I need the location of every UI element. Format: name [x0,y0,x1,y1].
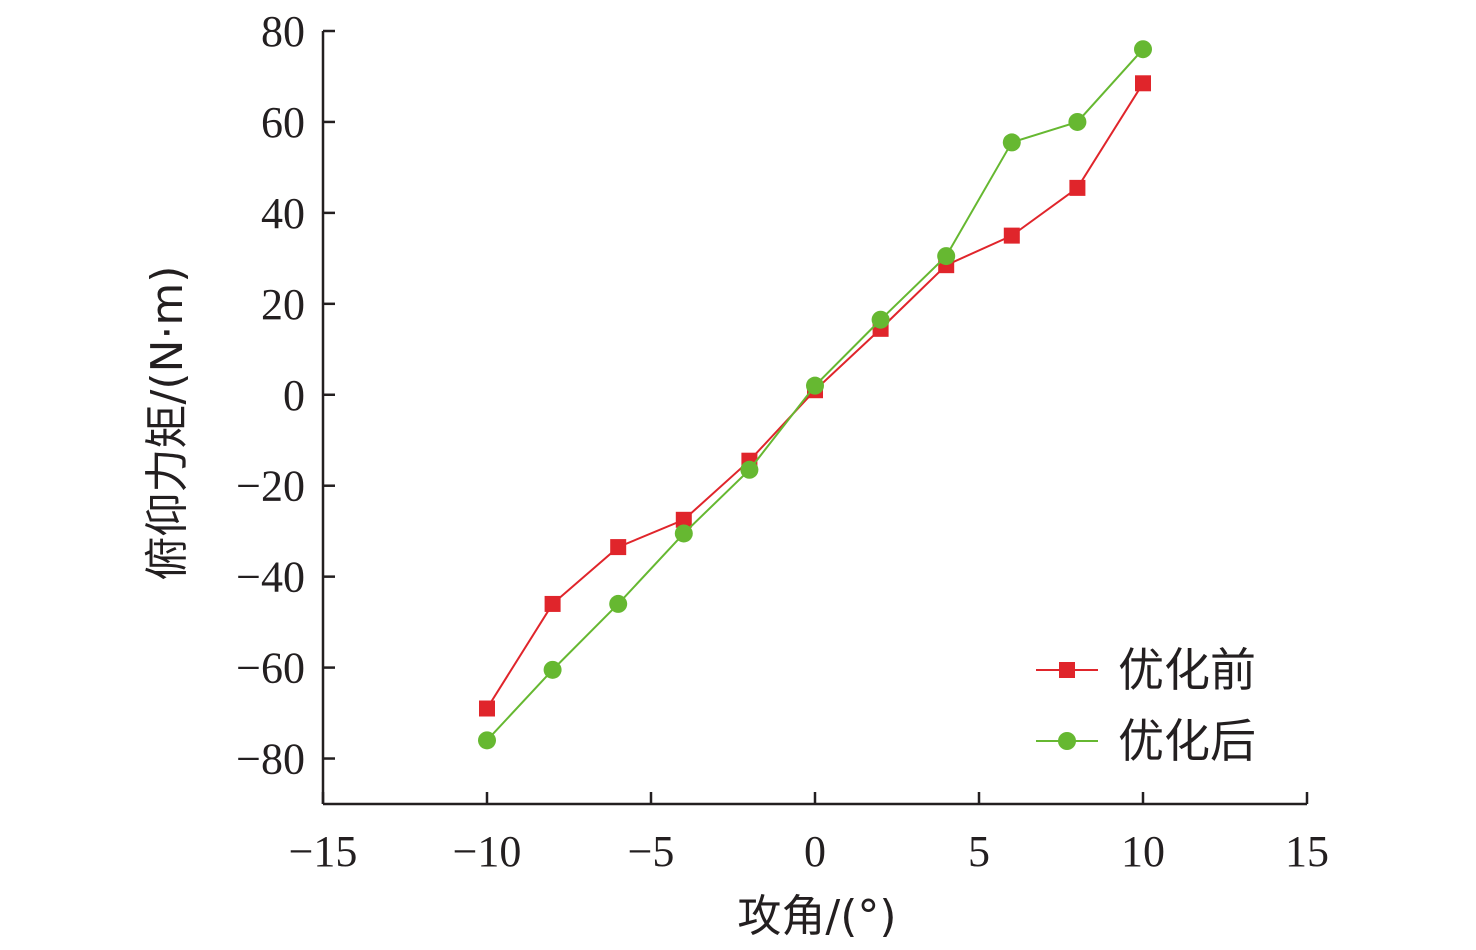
data-point [675,511,692,528]
legend-item-after: 优化后 [1036,714,1256,768]
legend: 优化前 优化后 [1036,643,1256,768]
data-point [1069,179,1086,196]
y-tick-label: −20 [236,462,305,511]
series-before [479,75,1151,717]
data-point [1135,75,1151,92]
x-tick-label: −15 [289,827,358,876]
data-point [478,731,496,750]
x-tick-label: −5 [628,827,675,876]
y-tick-label: 60 [261,98,305,147]
y-tick-label: −60 [236,644,305,693]
series-after [478,40,1152,750]
data-point [871,310,890,329]
data-point [1002,133,1021,152]
data-point [806,376,824,395]
legend-marker-before [1059,662,1075,678]
x-tick-label: 5 [968,827,990,876]
y-tick-label: 0 [283,371,305,420]
x-axis-ticks: −15 −10 −5 0 5 10 15 [289,792,1329,876]
data-point [674,524,693,543]
series-layer [478,40,1152,750]
data-point [543,660,562,679]
data-point [544,595,561,612]
y-tick-label: 20 [261,280,305,329]
data-point [610,539,627,556]
data-point [1134,40,1152,59]
x-tick-label: 15 [1285,827,1329,876]
legend-label-after: 优化后 [1118,714,1256,768]
data-point [1068,112,1087,131]
data-point [609,594,628,613]
legend-marker-after [1058,732,1076,750]
y-tick-label: 80 [261,7,305,56]
data-point [740,460,759,479]
x-axis-title: 攻角/(°) [737,891,896,942]
data-point [479,700,495,717]
data-point [1003,227,1020,244]
y-axis-title: 俯仰力矩/(N·m) [142,266,193,581]
x-tick-label: −10 [453,827,522,876]
y-tick-label: −80 [236,735,305,784]
data-point [937,247,956,266]
y-axis-ticks: −80 −60 −40 −20 0 20 40 60 80 [236,7,335,784]
legend-label-before: 优化前 [1118,643,1256,697]
x-tick-label: 0 [804,827,826,876]
y-tick-label: −40 [236,553,305,602]
legend-item-before: 优化前 [1036,643,1256,697]
y-tick-label: 40 [261,189,305,238]
x-tick-label: 10 [1121,827,1165,876]
